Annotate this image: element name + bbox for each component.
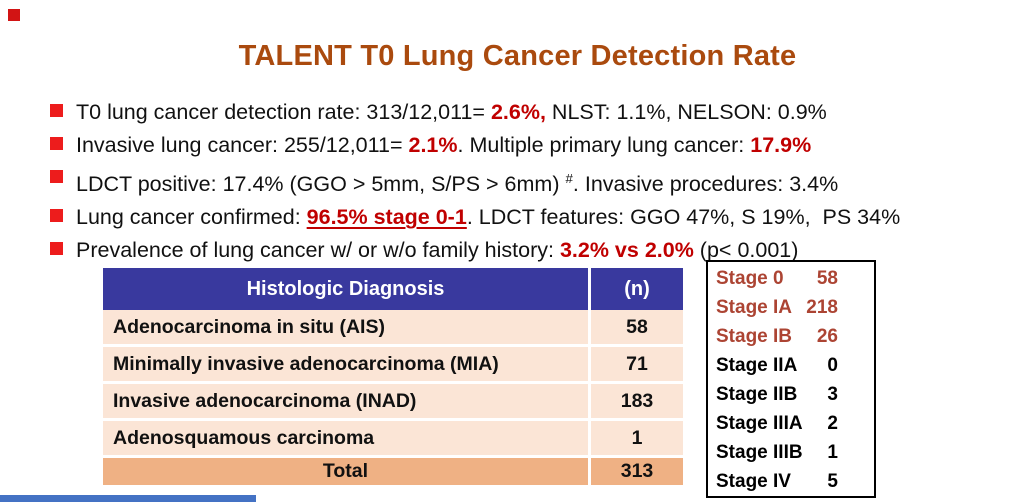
stage-value: 2	[827, 413, 838, 434]
text-segment: Prevalence of lung cancer w/ or w/o fami…	[76, 238, 560, 263]
stage-value: 218	[806, 297, 838, 318]
text-segment: 17.9%	[750, 133, 812, 157]
bullet-item: T0 lung cancer detection rate: 313/12,01…	[50, 96, 1000, 129]
stage-label: Stage IB	[716, 326, 793, 347]
stage-row: Stage IB 26	[708, 322, 874, 351]
table-total-row: Total 313	[103, 458, 683, 485]
stage-label: Stage IIA	[716, 355, 798, 376]
table-row: Adenosquamous carcinoma 1	[103, 421, 683, 458]
stage-label: Stage IA	[716, 297, 793, 318]
diagnosis-cell: Adenosquamous carcinoma	[103, 421, 591, 458]
bullet-item: Invasive lung cancer: 255/12,011= 2.1%. …	[50, 129, 1000, 162]
diagnosis-cell: Adenocarcinoma in situ (AIS)	[103, 310, 591, 347]
bullet-item: Prevalence of lung cancer w/ or w/o fami…	[50, 234, 1000, 267]
text-segment: NLST: 1.1%, NELSON: 0.9%	[545, 100, 827, 124]
bullet-square-icon	[50, 104, 63, 117]
text-segment: . LDCT features: GGO 47%, S 19%, PS 34%	[466, 205, 901, 230]
text-segment: (p< 0.001)	[693, 238, 799, 263]
table-header-row: Histologic Diagnosis (n)	[103, 268, 683, 310]
stage-value: 0	[827, 355, 838, 376]
count-cell: 1	[591, 421, 683, 458]
bullet-item: LDCT positive: 17.4% (GGO > 5mm, S/PS > …	[50, 162, 1000, 201]
stage-value: 3	[827, 384, 838, 405]
total-label: Total	[103, 458, 591, 485]
total-value: 313	[591, 458, 683, 485]
bullet-square-icon	[50, 170, 63, 183]
bullet-item: Lung cancer confirmed: 96.5% stage 0-1. …	[50, 201, 1000, 234]
bullet-square-icon	[50, 242, 63, 256]
top-left-red-square-icon	[8, 9, 20, 21]
text-segment: Invasive lung cancer: 255/12,011=	[76, 133, 409, 157]
diagnosis-cell: Minimally invasive adenocarcinoma (MIA)	[103, 347, 591, 384]
text-segment: T0 lung cancer detection rate: 313/12,01…	[76, 100, 491, 124]
stage-row: Stage IIIA 2	[708, 409, 874, 438]
bullet-square-icon	[50, 137, 63, 150]
stage-label: Stage IIIA	[716, 413, 803, 434]
text-segment: 3.2% vs 2.0%	[559, 238, 694, 263]
stage-value: 1	[827, 442, 838, 463]
stage-distribution-box: Stage 0 58 Stage IA 218 Stage IB 26 Stage IIA 0…	[706, 260, 876, 498]
stage-value: 58	[816, 268, 838, 289]
stage-row: Stage IIB 3	[708, 380, 874, 409]
bullet-list: T0 lung cancer detection rate: 313/12,01…	[50, 96, 1000, 267]
bottom-blue-bar	[0, 495, 256, 502]
stage-label: Stage IIB	[716, 384, 798, 405]
count-cell: 71	[591, 347, 683, 384]
text-segment: . Invasive procedures: 3.4%	[572, 172, 839, 197]
stage-row: Stage 0 58	[708, 264, 874, 293]
stage-label: Stage 0	[716, 268, 784, 289]
table-row: Minimally invasive adenocarcinoma (MIA) 7…	[103, 347, 683, 384]
stage-row: Stage IV 5	[708, 467, 874, 496]
stage-value: 5	[827, 471, 838, 492]
text-segment: . Multiple primary lung cancer:	[457, 133, 751, 157]
text-segment: 2.6%,	[490, 100, 546, 124]
text-segment: #	[565, 171, 573, 186]
table-row: Invasive adenocarcinoma (INAD) 183	[103, 384, 683, 421]
slide-title: TALENT T0 Lung Cancer Detection Rate	[238, 40, 797, 72]
stage-row: Stage IIA 0	[708, 351, 874, 380]
table-row: Adenocarcinoma in situ (AIS) 58	[103, 310, 683, 347]
text-segment: 2.1%	[408, 133, 458, 157]
diagnosis-cell: Invasive adenocarcinoma (INAD)	[103, 384, 591, 421]
text-segment: LDCT positive: 17.4% (GGO > 5mm, S/PS > …	[76, 172, 566, 197]
col-header-histologic-diagnosis: Histologic Diagnosis	[103, 268, 591, 310]
count-cell: 183	[591, 384, 683, 421]
stage-label: Stage IV	[716, 471, 791, 492]
stage-row: Stage IA 218	[708, 293, 874, 322]
table-body: Adenocarcinoma in situ (AIS) 58 Minimally …	[103, 310, 683, 458]
text-segment: Lung cancer confirmed:	[76, 205, 307, 230]
text-segment: 96.5% stage 0-1	[306, 205, 467, 230]
stage-value: 26	[816, 326, 838, 347]
bullet-square-icon	[50, 209, 63, 223]
col-header-n: (n)	[591, 268, 683, 310]
histology-table: Histologic Diagnosis (n) Adenocarcinoma …	[103, 268, 683, 485]
stage-row: Stage IIIB 1	[708, 438, 874, 467]
count-cell: 58	[591, 310, 683, 347]
stage-label: Stage IIIB	[716, 442, 803, 463]
